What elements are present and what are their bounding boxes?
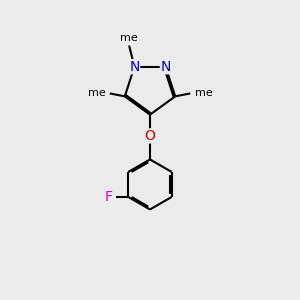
Text: me: me <box>195 88 212 98</box>
Text: N: N <box>160 60 171 74</box>
Text: F: F <box>104 190 112 204</box>
Text: O: O <box>145 129 155 143</box>
Text: N: N <box>129 60 140 74</box>
Text: me: me <box>88 88 105 98</box>
Text: me: me <box>120 33 138 43</box>
